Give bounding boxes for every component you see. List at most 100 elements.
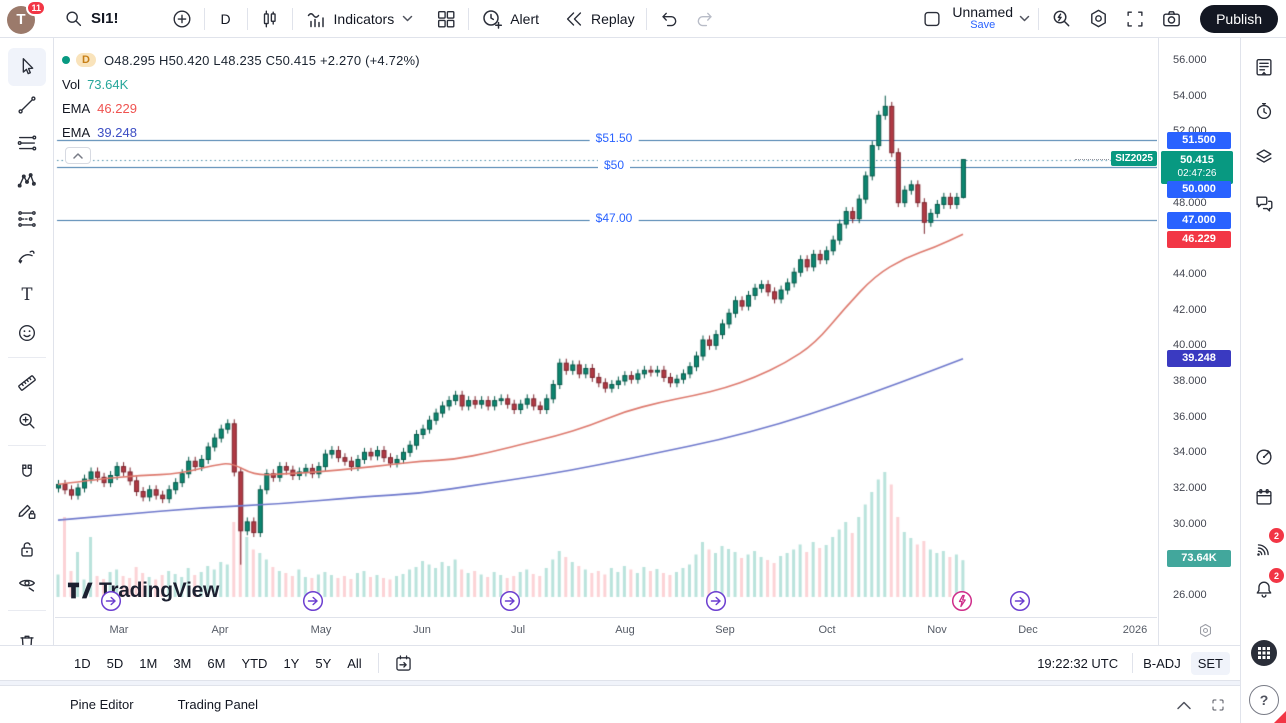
time-axis-label: 2026 — [1122, 624, 1148, 636]
replay-button[interactable]: Replay — [556, 4, 642, 34]
range-button-5Y[interactable]: 5Y — [315, 655, 332, 671]
user-menu-button[interactable]: T 11 — [4, 0, 46, 37]
alerts-panel-button[interactable] — [1248, 95, 1280, 127]
range-button-YTD[interactable]: YTD — [241, 655, 268, 671]
magnet-mode-button[interactable] — [8, 453, 46, 491]
legend-symbol-row[interactable]: D O48.295 H50.420 L48.235 C50.415 +2.270… — [62, 48, 420, 72]
bottom-toolbar: 1D 5D 1M 3M 6M YTD 1Y 5Y All 19:22:32 UTC B-ADJ … — [0, 645, 1240, 680]
ohlc-values: O48.295 H50.420 L48.235 C50.415 +2.270 (… — [103, 52, 420, 68]
axis-settings-gear-icon[interactable] — [1197, 622, 1214, 639]
measure-tool-button[interactable] — [8, 364, 46, 402]
chart-style-button[interactable] — [252, 4, 288, 34]
legend-volume-row[interactable]: Vol 73.64K — [62, 72, 420, 96]
alarm-clock-icon — [1256, 102, 1272, 120]
flash-event-marker[interactable] — [951, 590, 973, 612]
symbol-search-button[interactable]: SI1! — [56, 4, 126, 34]
legend-ema-slow-row[interactable]: EMA 39.248 — [62, 120, 420, 144]
range-button-All[interactable]: All — [347, 655, 362, 671]
lock-drawings-button[interactable] — [8, 530, 46, 568]
layout-menu-chevron[interactable] — [1015, 4, 1034, 34]
range-button-5D[interactable]: 5D — [106, 655, 124, 671]
price-line-label[interactable]: $50 — [597, 157, 631, 172]
tab-pine-editor[interactable]: Pine Editor — [70, 697, 134, 712]
alert-clock-plus-icon — [483, 9, 503, 29]
layout-name-group[interactable]: Unnamed Save — [952, 5, 1013, 31]
tab-trading-panel[interactable]: Trading Panel — [177, 697, 259, 712]
clock-utc[interactable]: 19:22:32 UTC — [1037, 655, 1119, 671]
price-line-label[interactable]: $47.00 — [589, 211, 639, 226]
toolbar-divider — [8, 445, 46, 446]
drawing-mode-button[interactable] — [8, 492, 46, 530]
contract-label: SIZ2025 — [1111, 150, 1157, 166]
all-apps-button[interactable] — [1248, 637, 1280, 669]
panel-maximize-icon[interactable] — [1210, 697, 1226, 713]
legend-ema-fast-row[interactable]: EMA 46.229 — [62, 96, 420, 120]
toolbar-divider — [8, 357, 46, 358]
range-button-1Y[interactable]: 1Y — [283, 655, 300, 671]
redo-button[interactable] — [687, 4, 723, 34]
add-symbol-button[interactable] — [164, 4, 200, 34]
panel-resize-handle[interactable] — [0, 680, 1240, 686]
notifications-button[interactable]: 2 — [1248, 568, 1284, 605]
price-axis[interactable]: 56.00054.00052.00048.00044.00042.00040.0… — [1158, 38, 1240, 645]
toolbar-divider — [1038, 7, 1040, 30]
rollover-arrow-marker[interactable] — [705, 590, 727, 612]
settlement-leader-line — [1075, 158, 1109, 160]
range-button-6M[interactable]: 6M — [207, 655, 226, 671]
interval-badge: D — [76, 53, 96, 67]
go-to-date-button[interactable] — [387, 653, 420, 674]
hide-drawings-button[interactable] — [8, 565, 46, 603]
rollover-arrow-marker[interactable] — [1009, 590, 1031, 612]
radar-target-icon — [1256, 449, 1272, 465]
quick-search-button[interactable] — [1043, 4, 1080, 34]
brush-tool-button[interactable] — [8, 238, 46, 276]
range-button-3M[interactable]: 3M — [173, 655, 192, 671]
publish-button[interactable]: Publish — [1200, 4, 1278, 33]
save-layout-square-button[interactable] — [914, 4, 950, 34]
chat-button[interactable] — [1248, 188, 1280, 220]
price-line-label[interactable]: $51.50 — [589, 131, 639, 146]
arrow-right-icon — [705, 590, 727, 612]
fullscreen-button[interactable] — [1117, 4, 1153, 34]
hotlists-button[interactable] — [1248, 441, 1280, 473]
trend-line-tool-button[interactable] — [8, 86, 46, 124]
rollover-arrow-marker[interactable] — [499, 590, 521, 612]
layout-templates-button[interactable] — [428, 4, 464, 34]
cursor-tool-button[interactable] — [8, 48, 46, 86]
adjustment-toggle[interactable]: B-ADJ — [1143, 655, 1181, 671]
create-alert-button[interactable]: Alert — [473, 4, 546, 34]
fib-retracement-tool-button[interactable] — [8, 124, 46, 162]
rollover-arrow-marker[interactable] — [100, 590, 122, 612]
streams-button[interactable]: 2 — [1248, 528, 1284, 565]
zoom-in-tool-button[interactable] — [8, 402, 46, 440]
undo-button[interactable] — [651, 4, 687, 34]
tradingview-logo[interactable]: TradingView — [67, 579, 219, 603]
timeframe-button[interactable]: D — [209, 4, 243, 34]
settlement-countdown: 02:47:26 — [1177, 167, 1217, 179]
chart-settings-button[interactable] — [1080, 4, 1117, 34]
save-button[interactable]: Save — [970, 19, 996, 32]
forecast-tool-button[interactable] — [8, 200, 46, 238]
toolbar-divider — [246, 7, 248, 30]
rollover-arrow-marker[interactable] — [302, 590, 324, 612]
object-tree-button[interactable] — [1248, 141, 1280, 173]
indicators-button[interactable]: Indicators — [297, 4, 421, 34]
calendar-button[interactable] — [1248, 481, 1280, 513]
panel-expand-chevron-icon[interactable] — [1176, 700, 1192, 710]
calendar-icon — [1256, 488, 1272, 505]
session-toggle[interactable]: SET — [1190, 651, 1230, 675]
time-axis[interactable]: Mar Apr May Jun Jul Aug Sep Oct Nov Dec 2026 — [55, 617, 1157, 645]
watchlist-button[interactable] — [1248, 51, 1280, 83]
pattern-tool-button[interactable] — [8, 162, 46, 200]
legend-collapse-button[interactable] — [65, 147, 91, 164]
emoji-tool-button[interactable] — [8, 314, 46, 352]
text-tool-button[interactable]: T — [8, 276, 46, 314]
chart-pane[interactable]: D O48.295 H50.420 L48.235 C50.415 +2.270… — [55, 38, 1157, 617]
snapshot-button[interactable] — [1153, 4, 1190, 34]
layout-name[interactable]: Unnamed — [952, 4, 1014, 21]
help-button[interactable]: ? — [1249, 685, 1279, 715]
range-button-1M[interactable]: 1M — [139, 655, 158, 671]
toolbar-divider — [468, 7, 470, 30]
zoom-in-icon — [19, 413, 35, 429]
range-button-1D[interactable]: 1D — [74, 655, 91, 671]
